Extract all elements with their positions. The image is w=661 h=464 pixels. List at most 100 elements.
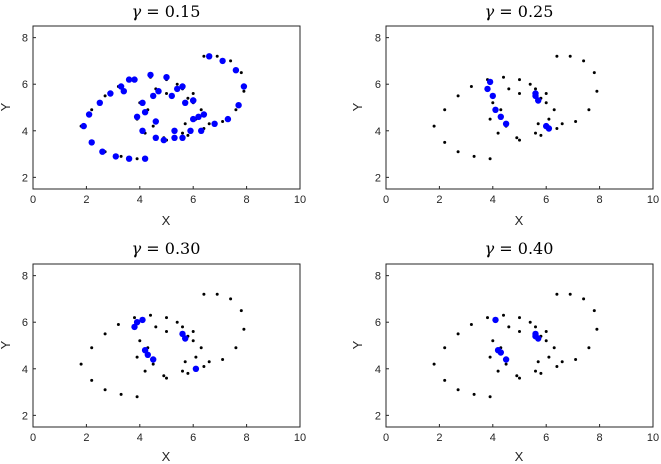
data-marks — [432, 54, 599, 161]
highlighted-point — [152, 118, 159, 125]
x-tick-label: 0 — [30, 432, 36, 444]
y-tick-label: 2 — [22, 410, 28, 422]
attractor-point — [528, 82, 532, 86]
attractor-point — [472, 392, 476, 396]
highlighted-point — [139, 316, 146, 324]
x-tick-label: 4 — [490, 194, 496, 206]
attractor-point — [544, 330, 548, 333]
highlighted-point — [88, 139, 95, 146]
highlighted-point — [131, 76, 138, 83]
attractor-point — [165, 330, 168, 333]
highlighted-point — [486, 78, 494, 86]
data-marks — [79, 292, 246, 399]
x-tick-label: 10 — [647, 432, 659, 444]
attractor-point — [574, 358, 578, 361]
attractor-point — [186, 96, 190, 100]
attractor-point — [194, 355, 198, 359]
attractor-point — [234, 108, 238, 112]
attractor-point — [544, 339, 548, 343]
highlighted-point — [112, 153, 120, 160]
attractor-point — [202, 365, 206, 368]
attractor-point — [539, 371, 543, 375]
attractor-point — [135, 355, 139, 359]
attractor-point — [242, 327, 246, 331]
attractor-point — [239, 71, 243, 75]
attractor-point — [242, 89, 246, 93]
highlighted-point — [497, 349, 504, 356]
highlighted-point — [96, 99, 104, 107]
x-tick-label: 2 — [83, 194, 89, 206]
y-axis-label: Y — [350, 340, 365, 349]
panel-title: γ = 0.15 — [132, 2, 201, 21]
highlighted-point — [120, 88, 128, 95]
attractor-point — [518, 330, 521, 333]
attractor-point — [79, 362, 83, 366]
attractor-point — [116, 323, 120, 326]
highlighted-point — [211, 120, 218, 128]
attractor-point — [502, 313, 505, 317]
highlighted-point — [133, 113, 141, 121]
y-tick-label: 4 — [22, 126, 28, 138]
highlighted-point — [187, 127, 194, 134]
attractor-point — [175, 320, 179, 324]
attractor-point — [502, 75, 505, 79]
highlighted-point — [155, 88, 162, 95]
highlighted-point — [532, 90, 539, 97]
attractor-point — [151, 124, 155, 128]
attractor-point — [552, 346, 556, 350]
attractor-point — [488, 395, 492, 399]
attractor-point — [555, 292, 559, 296]
highlighted-point — [235, 102, 242, 109]
attractor-point — [552, 108, 556, 112]
highlighted-point — [532, 333, 539, 340]
highlighted-point — [224, 115, 232, 123]
attractor-point — [215, 292, 219, 296]
highlighted-point — [492, 316, 499, 324]
y-tick-label: 8 — [375, 33, 381, 45]
attractor-point — [199, 346, 203, 350]
attractor-point — [555, 54, 559, 58]
highlighted-point — [150, 356, 157, 363]
highlighted-point — [535, 97, 542, 104]
attractor-point — [547, 355, 551, 359]
attractor-point — [443, 378, 447, 382]
attractor-point — [191, 339, 195, 343]
attractor-point — [207, 122, 211, 126]
x-tick-label: 10 — [294, 432, 306, 444]
x-tick-label: 0 — [383, 432, 389, 444]
highlighted-point — [117, 83, 125, 90]
attractor-point — [202, 54, 206, 58]
highlighted-point — [139, 99, 146, 107]
attractor-point — [151, 362, 155, 366]
x-tick-label: 4 — [137, 194, 143, 206]
attractor-point — [491, 101, 495, 105]
attractor-point — [138, 339, 142, 343]
panel-title: γ = 0.25 — [485, 2, 554, 21]
x-axis-label: X — [515, 449, 524, 464]
attractor-point — [154, 325, 158, 329]
attractor-point — [133, 316, 136, 320]
attractor-point — [536, 360, 540, 364]
attractor-point — [568, 292, 572, 296]
attractor-point — [183, 360, 187, 364]
y-axis-label: Y — [350, 102, 365, 111]
highlighted-point — [160, 136, 167, 144]
attractor-point — [555, 127, 559, 130]
plot-area — [385, 25, 654, 190]
highlighted-point — [144, 351, 151, 358]
highlighted-point — [219, 57, 226, 65]
x-tick-label: 10 — [647, 194, 659, 206]
attractor-point — [135, 395, 139, 399]
attractor-point — [486, 316, 489, 320]
highlighted-point — [85, 111, 93, 118]
attractor-point — [239, 309, 243, 313]
x-tick-label: 0 — [30, 194, 36, 206]
highlighted-point — [141, 109, 149, 116]
attractor-point — [488, 117, 492, 121]
attractor-point — [229, 297, 233, 301]
attractor-point — [456, 150, 460, 154]
attractor-point — [149, 313, 152, 317]
highlighted-point — [80, 122, 87, 130]
